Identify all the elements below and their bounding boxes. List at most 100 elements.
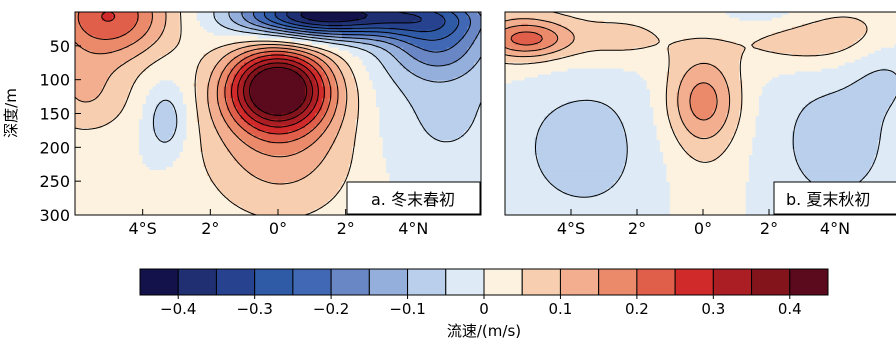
contour-cell: [149, 23, 154, 28]
contour-cell: [308, 98, 313, 102]
contour-cell: [135, 89, 140, 93]
contour-cell: [318, 104, 323, 108]
contour-cell: [281, 41, 286, 46]
contour-cell: [115, 50, 120, 55]
contour-cell: [342, 14, 346, 19]
contour-cell: [132, 35, 137, 40]
contour-cell: [440, 41, 445, 46]
contour-cell: [193, 29, 198, 34]
contour-cell: [135, 23, 140, 28]
contour-cell: [172, 101, 177, 105]
contour-cell: [243, 116, 248, 120]
contour-cell: [199, 101, 204, 105]
contour-cell: [75, 71, 79, 75]
contour-cell: [115, 131, 120, 135]
contour-cell: [308, 65, 313, 70]
contour-cell: [250, 104, 255, 108]
contour-cell: [186, 119, 191, 123]
contour-cell: [477, 125, 481, 129]
contour-cell: [189, 41, 194, 46]
contour-cell: [108, 86, 113, 90]
contour-cell: [118, 20, 123, 25]
contour-cell: [264, 113, 269, 117]
contour-cell: [365, 101, 370, 105]
contour-cell: [162, 83, 167, 87]
contour-cell: [220, 35, 225, 40]
contour-cell: [220, 41, 225, 46]
contour-cell: [426, 12, 431, 16]
contour-cell: [389, 77, 394, 81]
contour-cell: [426, 77, 431, 81]
contour-cell: [430, 89, 434, 93]
contour-cell: [210, 134, 215, 138]
contour-cell: [159, 110, 164, 114]
contour-cell: [298, 80, 302, 84]
contour-cell: [186, 98, 191, 102]
contour-cell: [88, 62, 93, 67]
contour-cell: [193, 122, 198, 126]
contour-cell: [210, 95, 215, 99]
contour-cell: [379, 62, 384, 67]
contour-cell: [223, 59, 228, 64]
contour-cell: [359, 101, 363, 105]
contour-cell: [369, 113, 374, 117]
contour-cell: [199, 26, 204, 31]
contour-cell: [196, 134, 201, 138]
contour-cell: [271, 17, 275, 22]
contour-cell: [419, 20, 424, 25]
contour-cell: [189, 128, 194, 132]
contour-cell: [169, 110, 174, 114]
contour-cell: [199, 71, 204, 75]
contour-cell: [166, 12, 171, 16]
contour-cell: [308, 26, 313, 31]
contour-cell: [108, 32, 113, 37]
contour-cell: [419, 44, 424, 49]
contour-cell: [318, 29, 323, 34]
contour-cell: [220, 104, 225, 108]
contour-cell: [382, 53, 387, 58]
contour-cell: [179, 47, 184, 52]
contour-cell: [450, 17, 455, 22]
contour-cell: [149, 101, 154, 105]
contour-cell: [402, 53, 407, 58]
contour-cell: [254, 116, 258, 120]
contour-cell: [203, 44, 208, 49]
contour-cell: [392, 47, 397, 52]
contour-cell: [308, 59, 313, 64]
contour-cell: [179, 71, 184, 75]
contour-cell: [210, 74, 215, 78]
contour-cell: [142, 98, 147, 102]
contour-cell: [84, 131, 89, 135]
contour-cell: [311, 113, 316, 117]
contour-cell: [446, 86, 451, 90]
contour-cell: [321, 44, 326, 49]
contour-cell: [325, 95, 330, 99]
contour-cell: [304, 131, 309, 135]
contour-cell: [433, 101, 438, 105]
contour-cell: [267, 134, 272, 138]
contour-cell: [152, 77, 157, 81]
contour-cell: [413, 104, 418, 108]
contour-cell: [328, 12, 333, 16]
contour-cell: [304, 77, 309, 81]
contour-cell: [423, 113, 428, 117]
contour-cell: [426, 119, 431, 123]
contour-cell: [318, 89, 323, 93]
contour-cell: [423, 50, 428, 55]
contour-cell: [369, 95, 374, 99]
contour-cell: [325, 119, 330, 123]
contour-cell: [227, 62, 231, 67]
contour-cell: [382, 80, 387, 84]
contour-cell: [457, 59, 461, 64]
contour-cell: [166, 38, 171, 43]
contour-cell: [172, 95, 177, 99]
contour-cell: [159, 128, 164, 132]
contour-cell: [389, 12, 394, 16]
contour-cell: [203, 80, 208, 84]
contour-cell: [254, 128, 258, 132]
contour-cell: [389, 47, 394, 52]
contour-cell: [389, 116, 394, 120]
contour-cell: [362, 50, 367, 55]
contour-cell: [396, 53, 401, 58]
contour-cell: [477, 101, 481, 105]
